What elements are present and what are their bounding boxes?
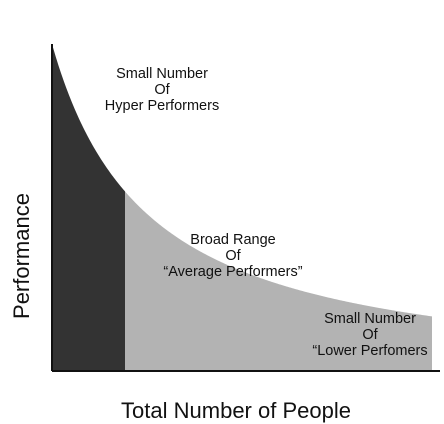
y-axis-title: Performance: [9, 193, 34, 319]
lower-label-line-1: Small Number: [324, 311, 416, 327]
average-label-line-2: Of: [225, 248, 241, 264]
hyper-label-line-3: Hyper Performers: [104, 98, 220, 114]
hyper-performers-region-area: [52, 44, 125, 371]
distribution-curve-graphic: [51, 44, 440, 372]
hyper-label-line-2: Of: [154, 82, 170, 98]
average-performers-label: Broad Range Of “Average Performers”: [163, 232, 302, 280]
lower-performers-label: Small Number Of “Lower Perfomers: [312, 311, 427, 359]
hyper-performers-label: Small Number Of Hyper Performers: [105, 66, 219, 114]
performance-distribution-diagram: Small Number Of Hyper Performers Broad R…: [9, 44, 440, 423]
average-lower-region-area: [125, 191, 432, 371]
average-label-line-3: “Average Performers”: [163, 264, 303, 280]
average-label-line-1: Broad Range: [190, 232, 276, 248]
lower-label-line-3: “Lower Perfomers: [312, 343, 428, 359]
x-axis-title: Total Number of People: [121, 398, 351, 423]
hyper-label-line-1: Small Number: [116, 66, 208, 82]
lower-label-line-2: Of: [362, 327, 378, 343]
